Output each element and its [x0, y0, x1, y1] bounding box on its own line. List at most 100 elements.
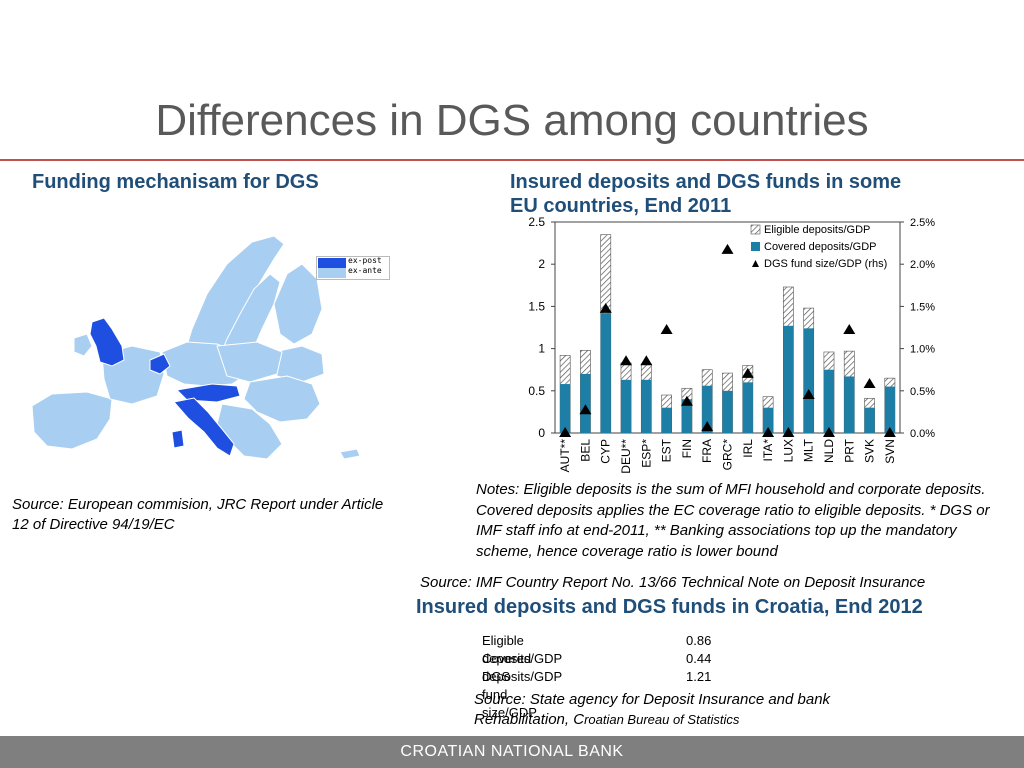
dgs-fund-marker — [822, 427, 835, 437]
dgs-fund-marker — [883, 427, 896, 437]
left-source-line: 12 of Directive 94/19/EC — [12, 516, 175, 533]
right-tick-label: 0.5% — [910, 386, 935, 398]
croatia-row-value: 0.86 — [686, 633, 712, 648]
left-tick-label: 1.5 — [528, 299, 545, 313]
bottom-source-line2: Rehabilitation, Croatian Bureau of Stati… — [474, 710, 830, 730]
x-tick-label: ESP* — [639, 439, 653, 468]
map-region-italy — [173, 397, 235, 457]
x-tick-label: IRL — [741, 439, 755, 458]
bars-layer — [559, 234, 896, 434]
right-tick-label: 0.0% — [910, 428, 935, 440]
footer-bank-name: CROATIAN NATIONAL BANK — [400, 743, 624, 760]
dgs-fund-marker — [620, 355, 633, 366]
map-region-baltics — [273, 345, 325, 383]
right-source: Source: IMF Country Report No. 13/66 Tec… — [420, 574, 926, 591]
bottom-source: Source: State agency for Deposit Insuran… — [474, 690, 830, 730]
left-source: Source: European commision, JRC Report u… — [12, 495, 402, 535]
croatia-row-label: Covered deposits/GDP — [482, 651, 563, 684]
left-tick-label: 1 — [538, 342, 545, 356]
dgs-fund-marker — [843, 324, 856, 335]
covered-bar — [864, 407, 875, 433]
europe-dgs-map — [31, 235, 361, 460]
map-region-poland — [216, 341, 283, 383]
legend-label: Covered deposits/GDP — [764, 241, 877, 253]
left-source-text: Source: European commision, JRC Report u… — [12, 496, 383, 533]
right-tick-label: 1.5% — [910, 301, 935, 313]
legend-label: DGS fund size/GDP (rhs) — [764, 258, 887, 270]
covered-bar — [560, 384, 571, 433]
covered-bar — [884, 386, 895, 433]
map-region-uk — [89, 317, 125, 367]
x-tick-label: EST — [660, 438, 674, 462]
croatia-row-value: 0.44 — [686, 651, 712, 666]
x-tick-label: LUX — [781, 439, 795, 462]
map-region-netherlands — [149, 353, 171, 375]
map-region-iberia — [31, 391, 113, 450]
x-tick-label: SVN — [883, 439, 897, 464]
left-tick-label: 2 — [538, 257, 545, 271]
covered-bar — [763, 407, 774, 433]
left-tick-label: 2.5 — [528, 215, 545, 229]
x-tick-label: FRA — [700, 439, 714, 463]
map-legend: ex-post ex-ante — [316, 256, 390, 280]
croatia-row-value: 1.21 — [686, 669, 712, 684]
markers-layer — [559, 243, 896, 437]
dgs-fund-marker — [762, 427, 775, 437]
covered-bar — [681, 399, 692, 433]
x-tick-label: NLD — [822, 439, 836, 463]
chart-notes: Notes: Eligible deposits is the sum of M… — [476, 481, 990, 560]
map-region-ireland — [73, 333, 93, 357]
right-axis-ticks: 0.0% 0.5% 1.0% 1.5% 2.0% 2.5% — [900, 217, 935, 440]
bottom-source-line2-main: Rehabilitation, C — [474, 711, 585, 728]
x-tick-label: CYP — [599, 439, 613, 464]
map-legend-item-ex-post: ex-post — [317, 256, 389, 268]
x-tick-label: FIN — [680, 439, 694, 458]
x-tick-label: MLT — [802, 438, 816, 462]
ex-ante-swatch — [318, 268, 346, 278]
covered-bar — [600, 313, 611, 433]
dgs-fund-marker — [721, 243, 734, 254]
x-tick-label: ITA* — [761, 439, 775, 462]
left-tick-label: 0 — [538, 426, 545, 440]
dgs-fund-marker — [579, 404, 592, 415]
map-ex-post-regions — [89, 317, 241, 457]
x-tick-label: PRT — [842, 438, 856, 462]
x-tick-label: AUT** — [558, 439, 572, 473]
covered-bar — [620, 379, 632, 433]
map-region-east — [243, 375, 321, 423]
map-region-cyprus — [339, 448, 361, 460]
dgs-fund-marker — [680, 395, 693, 406]
covered-bar — [641, 379, 652, 433]
x-tick-label: SVK — [863, 439, 877, 463]
title-divider — [0, 159, 1024, 161]
dgs-bar-chart: 0 0.5 1 1.5 2 2.5 0.0% 0.5% 1.0% 1.5% 2.0% 2.5% AU… — [528, 215, 935, 474]
left-heading: Funding mechanisam for DGS — [32, 171, 319, 193]
left-source-line: Source: European commision, JRC Report u… — [12, 496, 384, 513]
croatia-heading: Insured deposits and DGS funds in Croati… — [416, 596, 923, 618]
bottom-source-line2-small: roatian Bureau of Statistics — [584, 712, 740, 727]
croatia-row-label: DGS fund size/GDP — [482, 669, 537, 720]
dgs-fund-marker — [701, 421, 714, 432]
dgs-fund-marker — [599, 302, 612, 313]
legend-dgs-swatch — [752, 260, 759, 267]
dgs-fund-marker — [802, 389, 815, 400]
footer-bar — [0, 736, 1024, 768]
right-tick-label: 2.5% — [910, 217, 935, 229]
covered-bar — [702, 385, 713, 433]
legend-eligible-swatch — [750, 224, 761, 235]
map-legend-item-ex-ante: ex-ante — [317, 266, 389, 278]
x-tick-label: GRC* — [721, 439, 735, 471]
covered-bar — [783, 325, 794, 433]
covered-bar — [580, 373, 591, 433]
right-tick-label: 2.0% — [910, 259, 935, 271]
dgs-fund-marker — [660, 324, 673, 335]
legend-covered-swatch — [751, 242, 760, 251]
map-legend-ex-post-label: ex-post — [348, 256, 382, 265]
x-tick-label: DEU** — [619, 439, 633, 474]
covered-bar — [844, 376, 855, 433]
right-heading: Insured deposits and DGS funds in some E… — [510, 171, 902, 217]
croatia-row-label: Eligible deposits/GDP — [482, 633, 563, 666]
dgs-fund-marker — [782, 427, 795, 437]
map-region-sardinia — [171, 429, 185, 449]
right-tick-label: 1.0% — [910, 344, 935, 356]
